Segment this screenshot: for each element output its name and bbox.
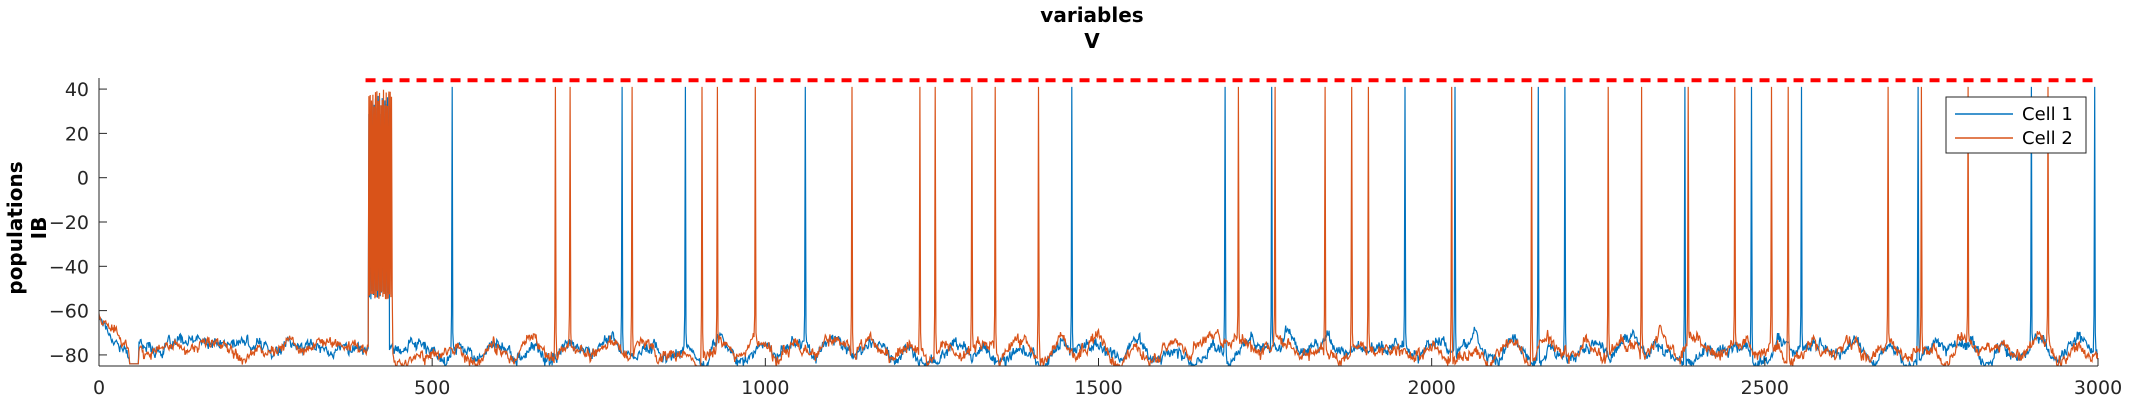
- legend-label-cell-1: Cell 1: [2022, 104, 2073, 125]
- chart-title-line-1: variables: [1040, 3, 1143, 27]
- y-tick-label: −20: [49, 212, 89, 234]
- y-tick-label: 0: [77, 168, 89, 190]
- legend-box: [1945, 96, 2087, 154]
- y-tick-label: −60: [49, 301, 89, 323]
- y-tick-label: −80: [49, 345, 89, 367]
- y-axis-label-line-1: populations: [3, 161, 27, 294]
- x-tick-label: 0: [93, 377, 105, 399]
- legend-label-cell-2: Cell 2: [2022, 128, 2073, 149]
- legend: Cell 1 Cell 2: [1945, 96, 2087, 154]
- x-tick-label: 2000: [1407, 377, 1455, 399]
- x-tick-label: 1500: [1074, 377, 1122, 399]
- series-line-cell-1: [99, 86, 2098, 366]
- x-tick-label: 500: [414, 377, 450, 399]
- series-line-cell-2: [99, 86, 2098, 366]
- x-tick-label: 1000: [741, 377, 789, 399]
- x-tick-label: 2500: [1741, 377, 1789, 399]
- y-axis-label-line-2: IB: [27, 217, 51, 240]
- chart-title-line-2: V: [1084, 29, 1100, 53]
- plot-area: 0 500 1000 1500 2000 2500 3000 40 20 0 −20 −40 −60 −8…: [49, 78, 2122, 399]
- y-tick-label: 40: [65, 79, 89, 101]
- y-tick-label: 20: [65, 123, 89, 145]
- x-tick-label: 3000: [2074, 377, 2122, 399]
- y-tick-label: −40: [49, 256, 89, 278]
